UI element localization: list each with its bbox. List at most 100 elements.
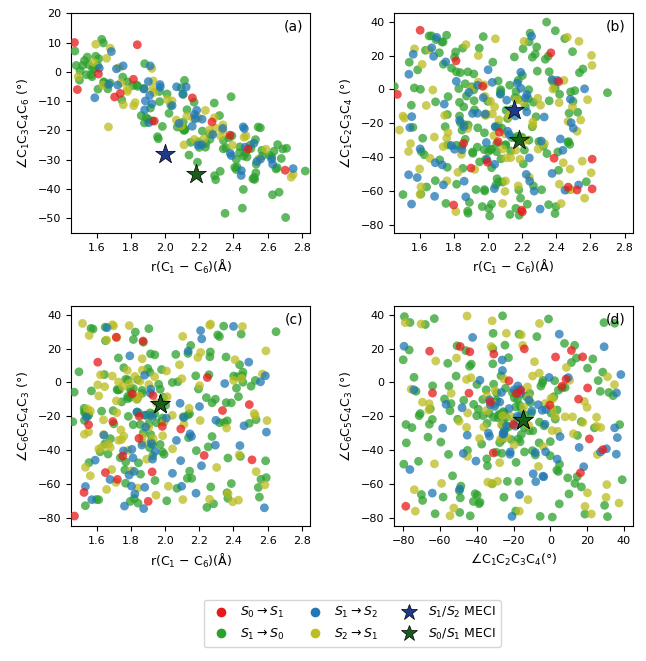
Point [514,184,524,195]
Point [490,385,501,396]
Point [572,430,583,441]
Point [138,428,149,438]
Point [145,384,156,395]
Point [526,408,536,418]
Point [563,182,574,192]
Point [125,383,135,394]
Point [132,407,142,418]
Point [222,416,233,426]
Point [138,337,149,348]
Point [550,352,561,362]
Point [140,369,150,380]
Point [516,193,526,204]
Point [145,90,155,100]
Point [113,353,123,364]
Point [443,128,453,138]
Point [567,46,578,57]
Point [483,428,494,438]
Point [499,492,509,502]
Point [79,408,90,418]
Point [506,145,516,156]
Point [134,391,144,401]
Point [563,184,573,195]
Point [506,434,516,445]
Point [501,95,512,106]
Point [406,100,417,110]
Point [470,488,481,499]
Point [210,394,220,405]
Point [218,321,229,331]
Point [80,462,90,473]
Point [527,52,537,63]
Point [218,123,228,134]
Point [244,399,255,410]
Point [495,89,505,99]
Point [459,122,469,132]
Point [392,89,402,100]
Point [80,481,90,492]
Point [455,492,466,503]
Point [150,446,160,457]
Point [199,450,209,461]
X-axis label: ∠C$_1$C$_2$C$_3$C$_4$(°): ∠C$_1$C$_2$C$_3$C$_4$(°) [470,551,557,568]
Point [492,147,502,157]
Point [253,122,264,132]
Point [182,473,193,484]
Point [451,76,461,87]
Point [505,447,516,457]
Point [234,147,245,158]
Point [554,329,565,340]
Point [221,352,231,362]
Point [234,360,245,370]
Point [128,453,138,463]
Point [189,97,199,108]
Point [568,428,579,439]
Point [259,502,269,513]
Point [502,432,512,443]
Point [216,131,226,141]
Point [415,408,425,419]
Point [592,449,603,460]
Point [274,187,284,198]
Point [398,189,408,200]
Point [87,64,98,75]
Point [174,118,184,129]
Point [112,332,122,343]
Point [589,422,599,433]
Point [178,494,188,505]
Point [81,69,92,80]
Point [544,372,554,383]
Point [505,130,515,140]
Point [132,407,142,417]
Point [452,140,462,151]
Point [488,328,498,338]
Point [138,432,148,442]
Point [525,397,536,408]
Point [499,373,509,384]
Point [523,420,534,430]
Point [486,341,496,352]
Point [523,93,534,104]
Point [560,382,570,393]
Point [236,373,247,383]
Point [442,176,452,186]
Point [599,317,609,328]
Point [506,108,516,118]
Point [226,479,236,489]
Point [410,506,421,516]
Point [488,358,498,369]
Point [579,193,590,204]
Point [71,60,81,71]
Point [143,418,154,429]
Point [591,412,601,422]
Point [494,438,505,448]
Point [574,394,584,405]
Point [178,89,189,100]
Point [567,357,577,368]
Point [415,143,425,154]
Point [468,85,479,95]
Point [486,163,497,173]
Point [145,442,155,453]
Point [457,163,468,174]
Point [193,157,203,167]
